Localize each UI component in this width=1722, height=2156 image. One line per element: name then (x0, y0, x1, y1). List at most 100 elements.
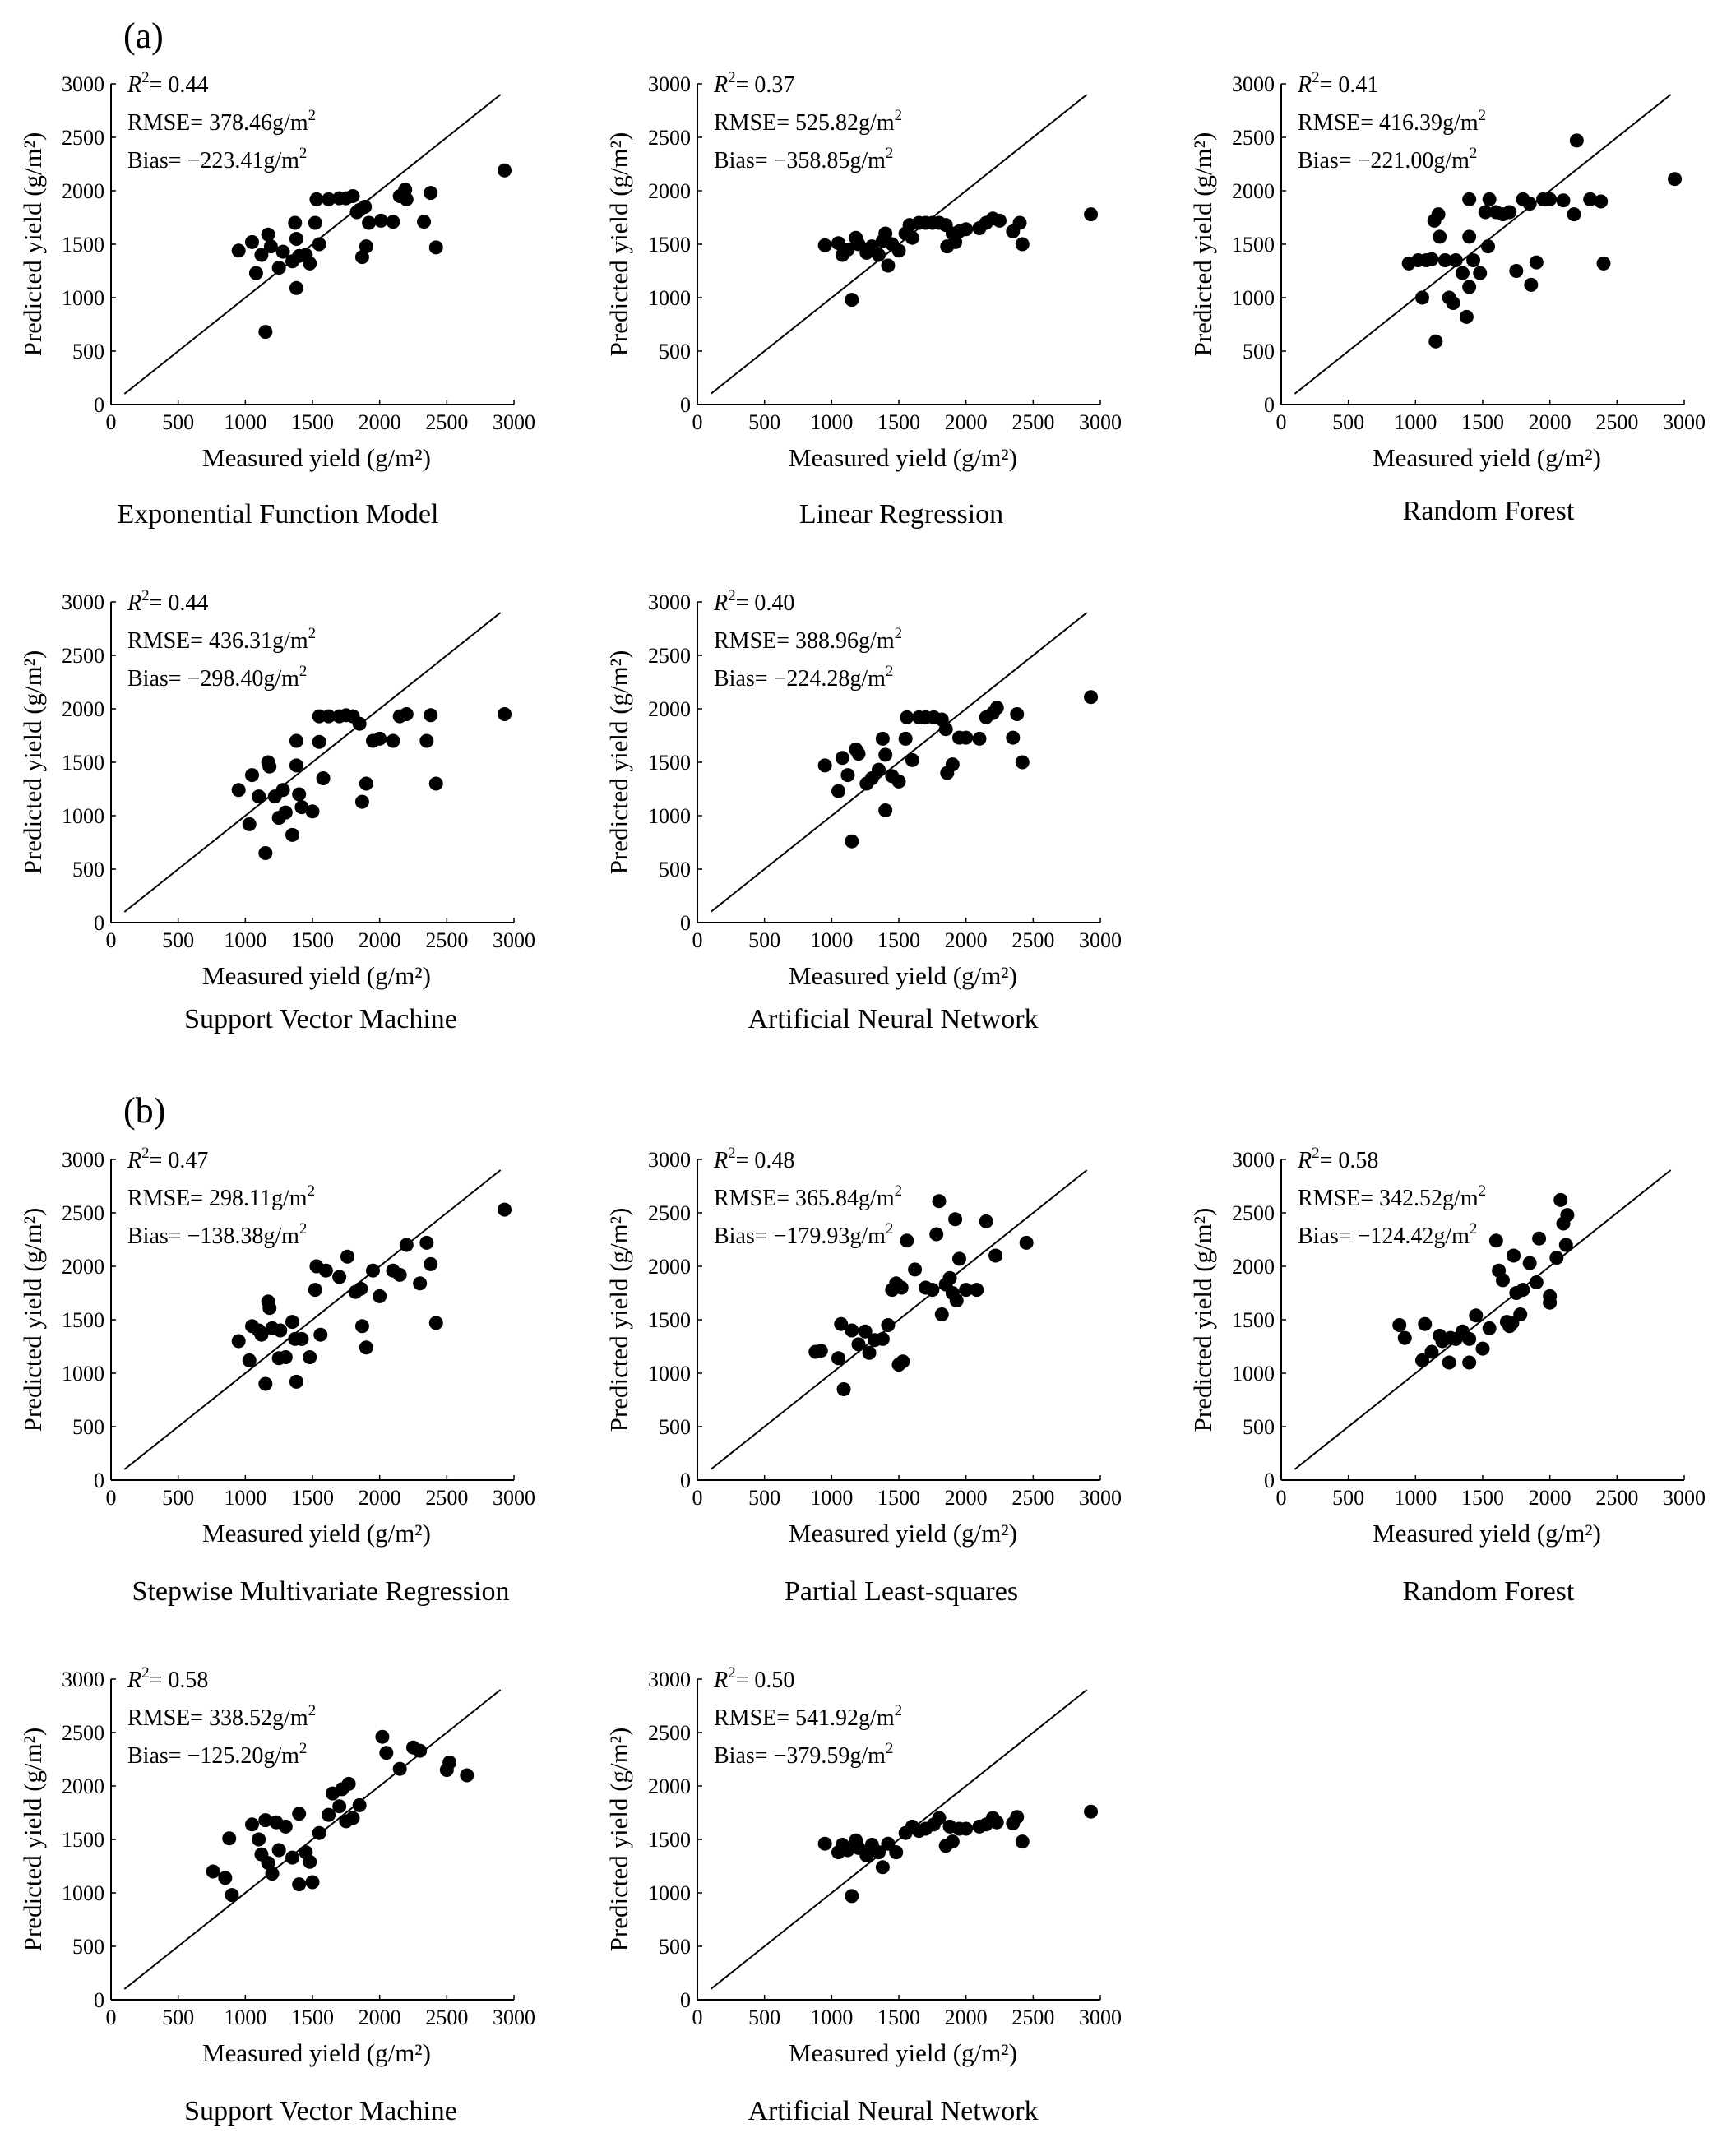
x-tick-label: 500 (748, 928, 780, 952)
data-point (294, 1331, 309, 1346)
data-point (889, 1845, 904, 1860)
data-point (261, 227, 275, 242)
data-point (925, 1283, 940, 1298)
data-point (988, 1248, 1003, 1263)
x-tick-label: 1500 (291, 928, 334, 952)
x-tick-label: 2500 (425, 410, 468, 434)
data-point (352, 1797, 367, 1812)
data-point (834, 1316, 849, 1331)
one-to-one-line (123, 1169, 502, 1470)
data-point (845, 834, 859, 849)
data-point (261, 1856, 275, 1871)
x-tick-label: 0 (692, 928, 703, 952)
y-tick-label: 2000 (62, 697, 104, 721)
x-tick-label: 1500 (1461, 410, 1504, 434)
data-point (309, 192, 324, 206)
x-tick-label: 2000 (359, 1486, 401, 1510)
y-tick-label: 3000 (62, 72, 104, 96)
data-point (285, 827, 299, 842)
data-point (1010, 707, 1025, 721)
y-tick-label: 1000 (1232, 286, 1275, 310)
x-tick-label: 500 (162, 2006, 194, 2029)
data-point (896, 1354, 910, 1369)
y-tick-label: 3000 (62, 1668, 104, 1691)
y-tick-label: 1000 (1232, 1362, 1275, 1386)
data-point (1462, 229, 1477, 244)
y-tick-label: 500 (72, 1415, 104, 1439)
data-point (332, 1270, 347, 1284)
data-point (375, 1729, 390, 1744)
panel-caption: Random Forest (1403, 496, 1575, 526)
data-point (258, 325, 273, 340)
data-point (1553, 1192, 1568, 1207)
data-point (271, 1843, 286, 1858)
data-point (303, 256, 317, 271)
data-point (891, 774, 906, 789)
data-point (258, 846, 273, 860)
one-to-one-line (123, 1689, 502, 1990)
data-point (242, 1353, 257, 1367)
data-point (1507, 1248, 1521, 1263)
x-tick-label: 1000 (810, 410, 853, 434)
panel-caption: Linear Regression (799, 499, 1003, 530)
data-point (354, 794, 369, 809)
y-tick-label: 500 (659, 1415, 691, 1439)
data-point (1012, 215, 1027, 230)
data-point (292, 1807, 307, 1821)
data-point (1513, 1307, 1528, 1321)
y-tick-label: 0 (94, 393, 104, 417)
x-tick-label: 500 (1332, 1486, 1364, 1510)
data-point (231, 243, 246, 258)
data-point (1488, 1233, 1503, 1248)
data-point (862, 1345, 877, 1360)
rmse-stat: RMSE= 541.92g/m2 (714, 1702, 902, 1731)
bias-stat: Bias= −124.42g/m2 (1298, 1220, 1477, 1249)
data-point (881, 258, 896, 273)
data-point (959, 222, 974, 237)
rmse-stat: RMSE= 388.96g/m2 (714, 625, 902, 654)
data-point (934, 1307, 949, 1321)
data-point (835, 751, 849, 766)
data-point (254, 1327, 269, 1342)
y-axis-label: Predicted yield (g/m²) (18, 132, 47, 357)
y-tick-label: 500 (72, 340, 104, 363)
y-tick-label: 2500 (1232, 126, 1275, 150)
x-tick-label: 0 (106, 2006, 117, 2029)
panel-caption: Exponential Function Model (118, 499, 439, 530)
y-axis-label: Predicted yield (g/m²) (604, 132, 633, 357)
y-tick-label: 1500 (648, 1308, 691, 1332)
x-tick-label: 2500 (1011, 928, 1054, 952)
x-tick-label: 2500 (1011, 2006, 1054, 2029)
data-point (1524, 277, 1539, 292)
data-point (1428, 334, 1443, 349)
data-point (322, 709, 336, 724)
y-axis-label: Predicted yield (g/m²) (604, 1208, 633, 1432)
scatter-panel-10: 0 500 1000 1500 2000 2500 3000 0 500 1000 1500 2000… (604, 1664, 1122, 2126)
data-point (1529, 255, 1544, 270)
data-point (354, 250, 369, 265)
data-point (1084, 207, 1099, 222)
r2-stat: R2= 0.37 (713, 69, 794, 98)
data-point (831, 1351, 845, 1366)
data-point (332, 1799, 347, 1814)
data-point (1473, 266, 1488, 280)
data-point (1560, 1208, 1575, 1223)
data-point (1583, 192, 1598, 206)
y-tick-label: 2000 (648, 1255, 691, 1279)
data-point (1397, 1330, 1412, 1345)
data-point (278, 1819, 293, 1834)
data-point (1462, 1331, 1477, 1346)
bias-stat: Bias= −125.20g/m2 (127, 1740, 307, 1769)
data-point (289, 280, 303, 295)
data-point (417, 215, 432, 229)
data-point (1543, 192, 1558, 206)
y-tick-label: 2500 (62, 126, 104, 150)
data-point (289, 758, 303, 773)
data-point (345, 189, 360, 203)
data-point (399, 192, 414, 206)
scatter-panel-1: 0 500 1000 1500 2000 2500 3000 0 500 1000 1500 2000… (18, 69, 535, 530)
data-point (379, 1746, 394, 1760)
data-point (1415, 290, 1429, 305)
one-to-one-line (710, 612, 1088, 913)
data-point (831, 784, 845, 798)
